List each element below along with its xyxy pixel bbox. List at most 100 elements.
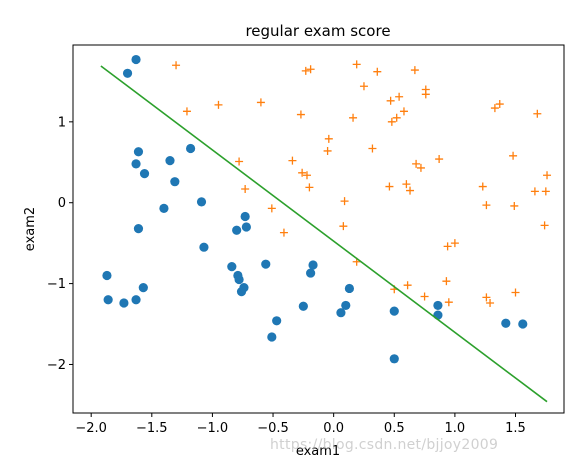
x-tick-label: −0.5	[257, 421, 289, 436]
plus-point-23	[288, 156, 297, 165]
circle-point-10	[133, 223, 144, 234]
plus-point-26	[305, 183, 314, 192]
y-tick-label: −1	[47, 277, 66, 292]
circle-point-14	[131, 295, 141, 305]
x-tick-label: −1.0	[197, 421, 229, 436]
x-tick-label: −2.0	[75, 421, 107, 436]
circle-point-26	[272, 316, 282, 326]
chart-title: regular exam score	[245, 22, 390, 40]
plus-point-29	[279, 228, 288, 237]
y-tick-label: 0	[58, 196, 66, 211]
x-tick-label: 0.5	[384, 421, 405, 436]
circle-point-25	[261, 259, 271, 269]
plus-point-27	[241, 184, 250, 193]
plus-point-4	[296, 110, 305, 119]
plus-point-33	[385, 182, 394, 191]
plus-point-44	[495, 100, 504, 109]
circle-point-6	[185, 143, 196, 154]
x-tick-label: 0.0	[323, 421, 344, 436]
plus-point-7	[352, 60, 361, 69]
plus-point-35	[406, 186, 415, 195]
circle-point-31	[336, 308, 346, 318]
plus-point-25	[302, 171, 311, 180]
circle-point-29	[306, 268, 316, 278]
plus-point-43	[490, 104, 499, 113]
plus-point-6	[306, 65, 315, 74]
circle-point-9	[196, 197, 207, 207]
plus-point-41	[509, 151, 518, 160]
circle-point-37	[433, 310, 443, 320]
circle-point-24	[239, 283, 249, 293]
x-tick-label: 1.0	[445, 421, 466, 436]
plus-point-5	[301, 66, 310, 75]
plus-point-13	[386, 96, 395, 105]
circle-point-5	[165, 156, 175, 166]
circle-point-11	[102, 270, 112, 281]
watermark: https://blog.csdn.net/bjjoy2009	[270, 437, 499, 453]
plus-point-48	[543, 171, 552, 180]
circle-point-17	[232, 225, 242, 235]
plus-point-17	[387, 117, 396, 126]
plus-point-1	[182, 107, 191, 116]
plus-point-12	[421, 90, 430, 99]
plus-point-50	[443, 242, 452, 251]
plus-point-21	[368, 144, 377, 153]
circle-point-34	[389, 306, 399, 316]
x-tick-label: −1.5	[136, 421, 168, 436]
circle-point-13	[119, 298, 129, 308]
plus-point-57	[482, 293, 491, 302]
plus-point-10	[410, 66, 419, 75]
plus-point-38	[435, 155, 444, 164]
circle-point-39	[518, 319, 528, 329]
axes-frame	[72, 44, 565, 414]
plus-point-9	[373, 67, 382, 76]
circle-point-30	[308, 260, 318, 270]
plot-area	[100, 54, 552, 403]
plus-point-34	[402, 180, 411, 189]
y-axis-label: exam2	[23, 207, 38, 251]
circle-point-38	[501, 318, 511, 328]
plus-point-2	[214, 100, 223, 109]
plus-point-51	[450, 239, 459, 248]
circle-point-15	[138, 283, 148, 293]
circle-point-8	[159, 203, 169, 213]
circle-point-4	[139, 168, 150, 179]
plus-point-49	[540, 221, 549, 230]
y-tick-label: −2	[47, 358, 66, 373]
plus-point-3	[256, 98, 265, 107]
plus-point-53	[444, 298, 453, 307]
circle-point-12	[103, 295, 113, 305]
plus-point-19	[324, 134, 333, 143]
plus-point-42	[510, 201, 519, 210]
circle-point-2	[133, 147, 144, 157]
x-axis-label: exam1	[296, 444, 340, 459]
plus-point-28	[267, 204, 276, 213]
x-axis: −2.0 −1.5 −1.0 −0.5 0.0 0.5 1.0 1.5	[75, 413, 526, 436]
circle-point-1	[122, 68, 133, 78]
circle-point-28	[298, 301, 308, 311]
plus-point-20	[323, 146, 332, 155]
plus-point-31	[339, 222, 348, 231]
plus-point-22	[235, 157, 244, 166]
plus-point-0	[172, 61, 181, 70]
circle-point-7	[170, 177, 180, 187]
plus-point-30	[340, 197, 349, 206]
circle-point-18	[240, 211, 250, 222]
plus-point-39	[478, 182, 487, 191]
y-tick-label: 1	[58, 115, 66, 130]
circle-point-16	[199, 242, 209, 252]
circle-point-27	[267, 332, 277, 342]
plus-point-8	[359, 82, 368, 91]
y-axis: −2 −1 0 1	[47, 115, 73, 373]
circle-point-0	[131, 54, 141, 65]
plus-point-55	[403, 281, 412, 290]
plus-point-58	[486, 299, 495, 308]
plus-point-16	[392, 113, 401, 122]
circle-point-33	[344, 283, 355, 294]
circle-point-19	[241, 222, 251, 232]
plus-point-47	[541, 187, 550, 196]
plus-point-45	[533, 109, 542, 118]
circle-point-3	[131, 159, 141, 169]
plus-point-46	[530, 187, 539, 196]
